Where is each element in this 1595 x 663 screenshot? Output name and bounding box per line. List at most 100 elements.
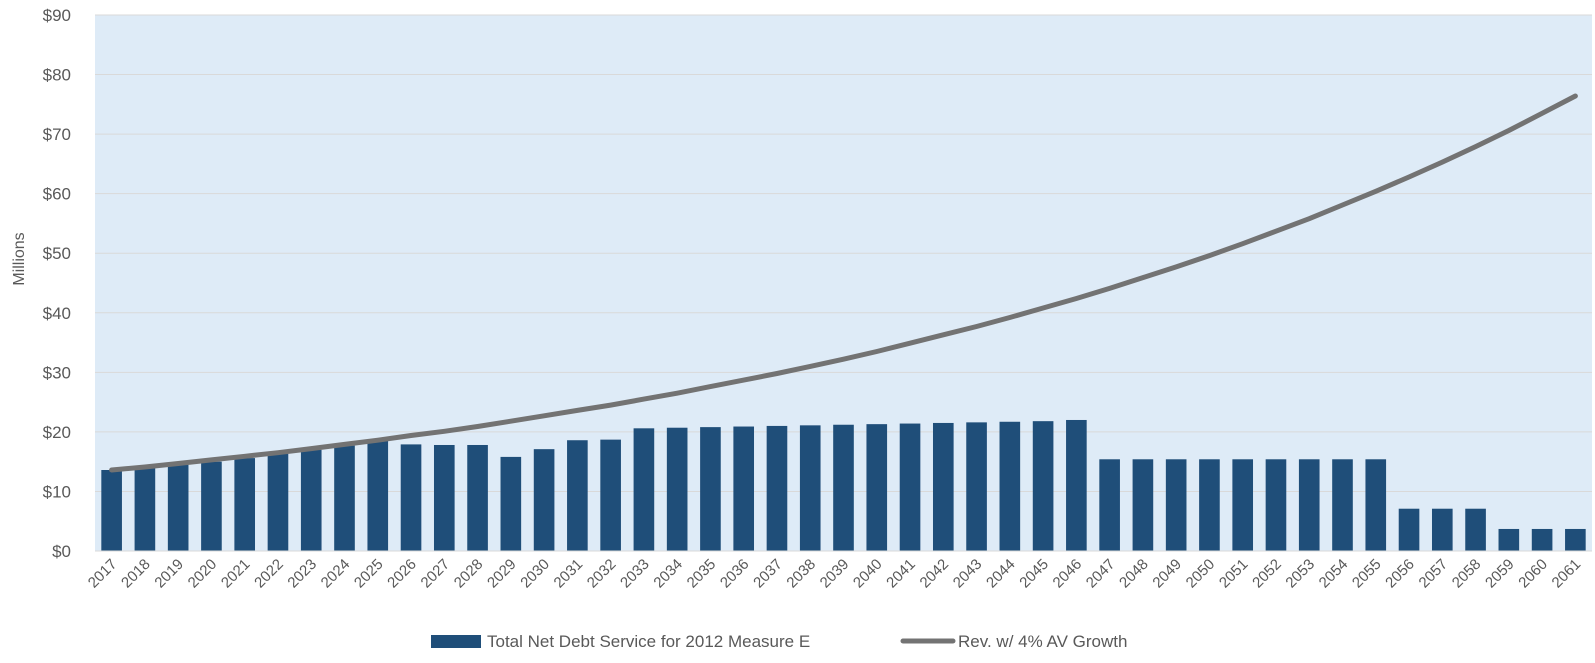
y-tick-label: $30 (43, 363, 71, 382)
bar-2055 (1365, 459, 1387, 551)
bar-2051 (1232, 459, 1254, 551)
bar-2059 (1498, 528, 1520, 551)
x-tick-label: 2060 (1515, 556, 1551, 592)
bar-2033 (633, 428, 655, 551)
bar-2060 (1531, 528, 1553, 551)
bar-2018 (134, 467, 156, 551)
bar-2034 (666, 427, 688, 551)
legend-bar-swatch (431, 635, 481, 648)
y-tick-label: $90 (43, 6, 71, 25)
x-tick-label: 2021 (218, 556, 254, 592)
y-tick-label: $40 (43, 304, 71, 323)
bar-2020 (201, 461, 222, 551)
x-tick-label: 2055 (1349, 556, 1385, 592)
x-tick-label: 2041 (883, 556, 919, 592)
x-tick-label: 2061 (1549, 556, 1585, 592)
bar-2028 (467, 444, 488, 551)
x-tick-label: 2040 (850, 556, 886, 592)
bar-2049 (1165, 459, 1187, 551)
bar-2054 (1332, 459, 1353, 551)
bar-2053 (1298, 459, 1320, 551)
x-tick-label: 2048 (1116, 556, 1152, 592)
x-tick-label: 2036 (717, 556, 753, 592)
x-tick-label: 2044 (983, 556, 1019, 592)
bar-2039 (833, 424, 854, 551)
bar-2046 (1066, 419, 1087, 551)
bar-2026 (400, 444, 422, 551)
bar-2058 (1465, 508, 1486, 551)
bar-2021 (234, 458, 256, 551)
bar-2048 (1132, 459, 1154, 551)
bar-2052 (1265, 459, 1287, 551)
x-tick-label: 2038 (783, 556, 819, 592)
bar-2050 (1199, 459, 1220, 551)
x-tick-label: 2022 (251, 556, 287, 592)
y-tick-label: $0 (52, 542, 71, 561)
bar-2061 (1565, 528, 1586, 551)
bar-2038 (799, 425, 821, 551)
bar-2037 (766, 425, 788, 551)
x-tick-label: 2053 (1282, 556, 1318, 592)
x-tick-label: 2033 (617, 556, 653, 592)
x-tick-label: 2056 (1382, 556, 1418, 592)
y-axis-ticks: $0 $10 $20 $30 $40 $50 $60 $70 $80 $90 (43, 6, 71, 561)
x-tick-label: 2028 (451, 556, 487, 592)
x-tick-label: 2043 (950, 556, 986, 592)
x-tick-label: 2042 (917, 556, 953, 592)
bar-2030 (533, 449, 555, 551)
x-tick-label: 2050 (1183, 556, 1219, 592)
x-tick-label: 2037 (750, 556, 786, 592)
bar-2045 (1032, 421, 1054, 551)
bar-2036 (733, 426, 755, 551)
bar-2032 (600, 439, 621, 551)
x-tick-label: 2047 (1083, 556, 1119, 592)
x-tick-label: 2049 (1149, 556, 1185, 592)
bar-2040 (866, 424, 888, 551)
y-tick-label: $80 (43, 66, 71, 85)
x-tick-label: 2031 (551, 556, 587, 592)
x-tick-label: 2039 (817, 556, 853, 592)
bar-2023 (300, 449, 322, 551)
bar-2041 (899, 423, 921, 551)
legend: Total Net Debt Service for 2012 Measure … (431, 632, 1127, 651)
y-tick-label: $50 (43, 244, 71, 263)
bar-2025 (367, 440, 389, 551)
x-tick-label: 2018 (118, 556, 154, 592)
y-tick-label: $20 (43, 423, 71, 442)
bar-2022 (267, 453, 289, 551)
x-tick-label: 2059 (1482, 556, 1518, 592)
bar-2031 (567, 440, 588, 551)
x-tick-label: 2057 (1416, 556, 1452, 592)
bar-2017 (101, 470, 122, 551)
bar-2047 (1099, 459, 1120, 551)
bar-2035 (700, 427, 721, 551)
bar-2029 (500, 456, 522, 551)
x-tick-label: 2023 (284, 556, 320, 592)
x-tick-label: 2034 (650, 556, 686, 592)
x-tick-label: 2051 (1216, 556, 1252, 592)
x-tick-label: 2058 (1449, 556, 1485, 592)
x-tick-label: 2029 (484, 556, 520, 592)
bar-2057 (1431, 508, 1453, 551)
legend-bar-label: Total Net Debt Service for 2012 Measure … (487, 632, 810, 651)
x-axis-ticks: 2017201820192020202120222023202420252026… (85, 556, 1584, 592)
x-tick-label: 2046 (1050, 556, 1086, 592)
y-tick-label: $70 (43, 125, 71, 144)
x-tick-label: 2052 (1249, 556, 1285, 592)
x-tick-label: 2030 (517, 556, 553, 592)
x-tick-label: 2019 (151, 556, 187, 592)
x-tick-label: 2020 (185, 556, 221, 592)
bar-2044 (999, 421, 1021, 551)
x-tick-label: 2017 (85, 556, 121, 592)
bar-2019 (167, 464, 189, 551)
bar-2043 (966, 422, 987, 551)
x-tick-label: 2026 (384, 556, 420, 592)
y-tick-label: $10 (43, 482, 71, 501)
y-tick-label: $60 (43, 185, 71, 204)
bar-2042 (932, 422, 954, 551)
bar-2027 (433, 444, 455, 551)
legend-line-label: Rev. w/ 4% AV Growth (958, 632, 1127, 651)
bar-2024 (334, 445, 355, 551)
x-tick-label: 2027 (418, 556, 454, 592)
